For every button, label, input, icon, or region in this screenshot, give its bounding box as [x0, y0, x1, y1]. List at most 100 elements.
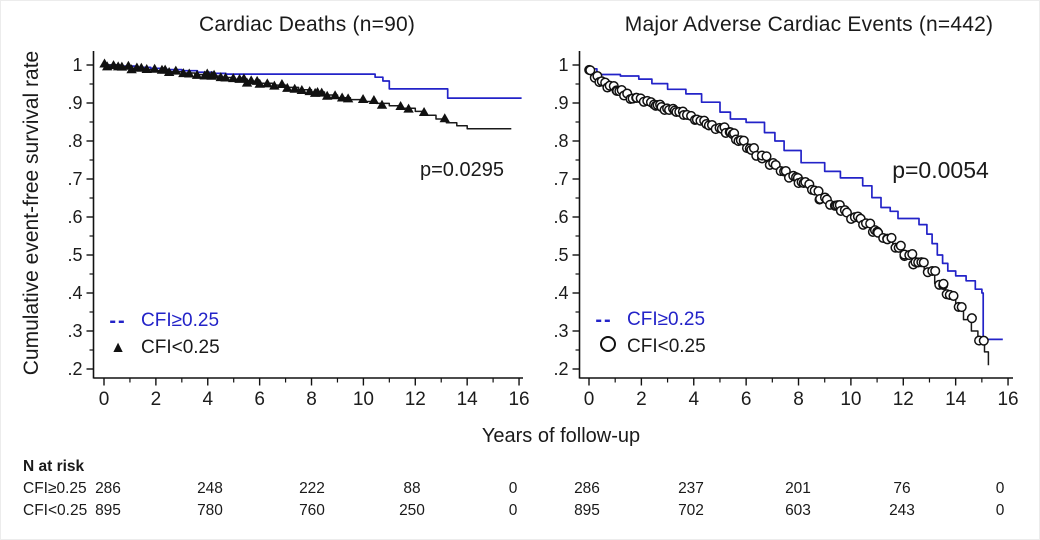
censor-circle-icon: [978, 335, 989, 346]
censor-triangle-icon: [141, 63, 152, 73]
y-tick-label: 1: [72, 55, 82, 75]
x-tick-label: 8: [793, 389, 804, 410]
censor-triangle-icon: [276, 78, 288, 88]
x-tick-label: 4: [688, 389, 699, 410]
censor-triangle-icon: [262, 78, 273, 88]
x-tick-label: 10: [353, 389, 374, 410]
n-at-risk-value: 243: [889, 502, 915, 519]
censor-triangle-icon: [304, 86, 315, 96]
x-tick-label: 6: [254, 389, 265, 410]
y-tick-label: .6: [67, 207, 82, 227]
n-at-risk-value: 222: [299, 480, 325, 497]
legend-label: CFI≥0.25: [627, 308, 706, 330]
n-at-risk-value: 250: [399, 502, 425, 519]
y-tick-label: .3: [67, 321, 82, 341]
censor-triangle-icon: [439, 113, 450, 123]
censor-circle-icon: [938, 278, 949, 289]
censor-triangle-icon: [329, 90, 341, 100]
left-panel-legend: -- CFI≥0.25 ▲ CFI<0.25: [103, 307, 220, 361]
right-p-value: p=0.0054: [892, 157, 989, 183]
censor-triangle-icon: [191, 69, 203, 79]
censor-triangle-icon: [342, 93, 354, 103]
n-at-risk-value: 248: [197, 480, 223, 497]
legend-row: -- CFI≥0.25: [103, 307, 220, 334]
censor-circle-icon: [948, 290, 959, 301]
y-tick-label: .4: [553, 283, 568, 303]
survival-curve: [589, 67, 1003, 341]
legend-label: CFI<0.25: [141, 336, 220, 358]
n-at-risk-value: 0: [508, 480, 518, 497]
censor-circle-icon: [895, 240, 906, 251]
censor-triangle-icon: [269, 80, 280, 90]
censor-triangle-icon: [282, 82, 293, 92]
left-panel-title: Cardiac Deaths (n=90): [198, 13, 416, 36]
y-tick-label: .7: [553, 169, 568, 189]
left-p-value: p=0.0295: [420, 159, 504, 181]
y-axis-label: Cumulative event-free survival rate: [20, 50, 43, 376]
censor-triangle-icon: [184, 68, 195, 78]
censor-circle-icon: [956, 302, 967, 313]
censor-triangle-icon: [357, 94, 369, 104]
censor-triangle-icon: [228, 73, 239, 83]
censor-markers: [584, 64, 989, 346]
x-tick-label: 0: [584, 389, 595, 410]
censor-triangle-icon: [376, 99, 388, 109]
censor-triangle-icon: [149, 63, 160, 73]
n-at-risk-value: 603: [785, 502, 811, 519]
n-at-risk-row-label: CFI<0.25: [23, 502, 88, 519]
n-at-risk-value: 286: [95, 480, 121, 497]
x-tick-label: 0: [99, 389, 110, 410]
x-axis-label: Years of follow-up: [481, 425, 641, 447]
censor-circle-icon: [930, 265, 941, 277]
x-tick-label: 16: [508, 389, 529, 410]
n-at-risk-value: 286: [574, 480, 600, 497]
right-panel-title: Major Adverse Cardiac Events (n=442): [624, 13, 994, 36]
y-tick-label: .9: [553, 93, 568, 113]
n-at-risk-value: 895: [574, 502, 600, 519]
censor-circle-icon: [761, 151, 772, 162]
n-at-risk-value: 702: [678, 502, 704, 519]
right-panel-legend: -- CFI≥0.25 CFI<0.25: [589, 306, 706, 360]
y-tick-label: .2: [553, 359, 568, 379]
n-at-risk-value: 0: [995, 480, 1005, 497]
y-tick-label: .7: [67, 169, 82, 189]
y-tick-label: .9: [67, 93, 82, 113]
n-at-risk-value: 0: [508, 502, 518, 519]
censor-triangle-icon: [368, 95, 380, 105]
censor-triangle-icon: [321, 90, 333, 100]
x-tick-label: 14: [457, 389, 479, 410]
n-at-risk-header: N at risk: [23, 458, 85, 475]
y-tick-label: .2: [67, 359, 82, 379]
censor-circle-icon: [585, 65, 596, 76]
censor-markers: [99, 58, 450, 123]
y-tick-label: .3: [553, 321, 568, 341]
censor-triangle-icon: [289, 83, 300, 93]
y-tick-label: .8: [553, 131, 568, 151]
blue-dashes-icon: --: [595, 308, 613, 331]
censor-triangle-icon: [170, 65, 182, 75]
y-tick-label: .8: [67, 131, 82, 151]
blue-dashes-icon: --: [109, 309, 127, 332]
censor-triangle-icon: [316, 87, 327, 97]
y-tick-label: 1: [558, 55, 568, 75]
n-at-risk-value: 237: [678, 480, 704, 497]
censor-triangle-icon: [336, 92, 348, 102]
y-tick-label: .5: [67, 245, 82, 265]
legend-label: CFI<0.25: [627, 335, 706, 357]
panel-axes: 1 .9 .8 .7 .6 .5 .4 .3 .2 0 2 4 6 8 10 12 14 16: [67, 51, 530, 410]
n-at-risk-value: 201: [785, 480, 811, 497]
n-at-risk-value: 0: [995, 502, 1005, 519]
x-tick-label: 12: [893, 389, 914, 410]
x-tick-label: 6: [741, 389, 752, 410]
n-at-risk-value: 760: [299, 502, 325, 519]
censor-triangle-icon: [403, 103, 414, 113]
censor-triangle-icon: [395, 101, 406, 111]
censor-circle-icon: [966, 313, 977, 324]
legend-label: CFI≥0.25: [141, 309, 220, 331]
x-tick-label: 10: [840, 389, 861, 410]
censor-triangle-icon: [220, 72, 231, 82]
y-tick-label: .6: [553, 207, 568, 227]
n-at-risk-value: 88: [403, 480, 421, 497]
x-tick-label: 8: [306, 389, 317, 410]
